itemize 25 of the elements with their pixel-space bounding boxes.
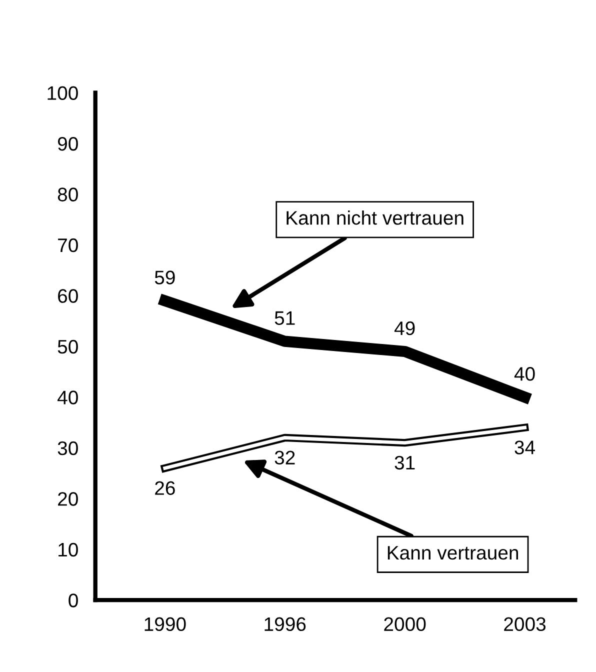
x-tick-label: 1996 — [264, 617, 306, 632]
data-label: 51 — [274, 311, 295, 325]
x-tick-label: 2000 — [384, 617, 426, 632]
y-tick-label: 60 — [58, 289, 78, 303]
text: Kann vertrauen — [388, 546, 518, 560]
data-label: 59 — [154, 270, 175, 284]
text: Kann nicht vertrauen — [286, 210, 464, 225]
y-tick-label: 70 — [58, 238, 78, 252]
y-tick-label: 100 — [48, 86, 78, 100]
data-label: 32 — [274, 450, 295, 465]
data-label: 40 — [514, 367, 535, 381]
y-tick-label: 20 — [58, 492, 78, 506]
data-label: 34 — [514, 440, 536, 454]
data-label: 31 — [394, 456, 415, 470]
y-tick-label: 80 — [58, 188, 78, 202]
x-tick-label: 2003 — [504, 617, 546, 632]
y-tick-label: 40 — [58, 390, 78, 404]
y-tick-label: 50 — [58, 340, 78, 354]
x-tick-label: 1990 — [144, 617, 186, 632]
data-label: 26 — [155, 481, 175, 495]
y-tick-label: 90 — [58, 136, 78, 151]
y-tick-label: 30 — [58, 441, 78, 456]
data-label: 49 — [394, 321, 415, 336]
y-tick-label: 10 — [58, 542, 78, 557]
y-tick-label: 0 — [68, 594, 78, 608]
